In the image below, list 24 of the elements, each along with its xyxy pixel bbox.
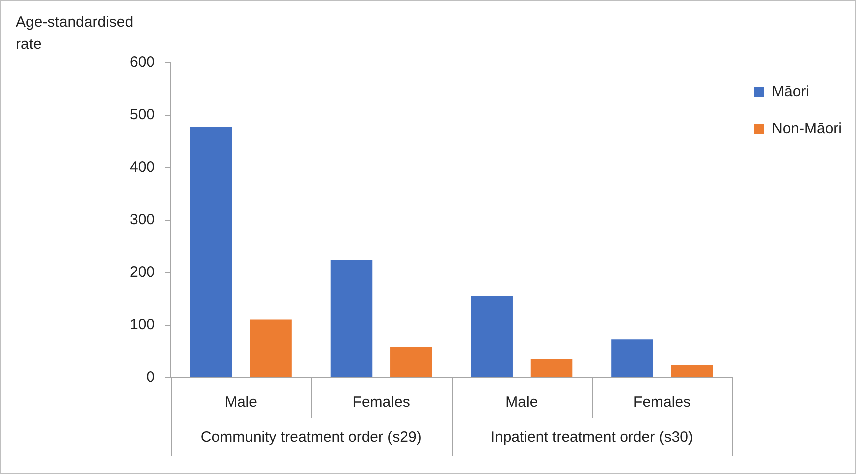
y-tick-label: 100 [130,316,156,334]
y-tick-label: 200 [130,264,156,282]
legend-label: Non-Māori [772,120,842,138]
legend-label: Māori [772,84,810,101]
bar [390,347,432,378]
bar [612,340,654,378]
y-axis-title: Age-standardised rate [16,13,135,55]
y-tick-label: 500 [130,106,156,124]
y-tick-label: 300 [130,212,156,229]
x-tick-label: Females [352,394,410,412]
x-tick-label: Male [506,394,538,412]
text: Inpatient treatment order (s30) [490,429,694,446]
bar [471,296,513,378]
y-tick-label: 0 [146,369,156,386]
x-tick-label: Females [634,394,692,412]
bar [530,359,573,378]
x-tick-label: Male [224,394,258,412]
bar [190,127,232,378]
bar [330,260,373,378]
bar [250,320,292,378]
y-tick-label: 600 [130,54,156,72]
text: Community treatment order (s29) [200,429,422,446]
bar [671,365,714,378]
y-tick-label: 400 [130,159,156,176]
